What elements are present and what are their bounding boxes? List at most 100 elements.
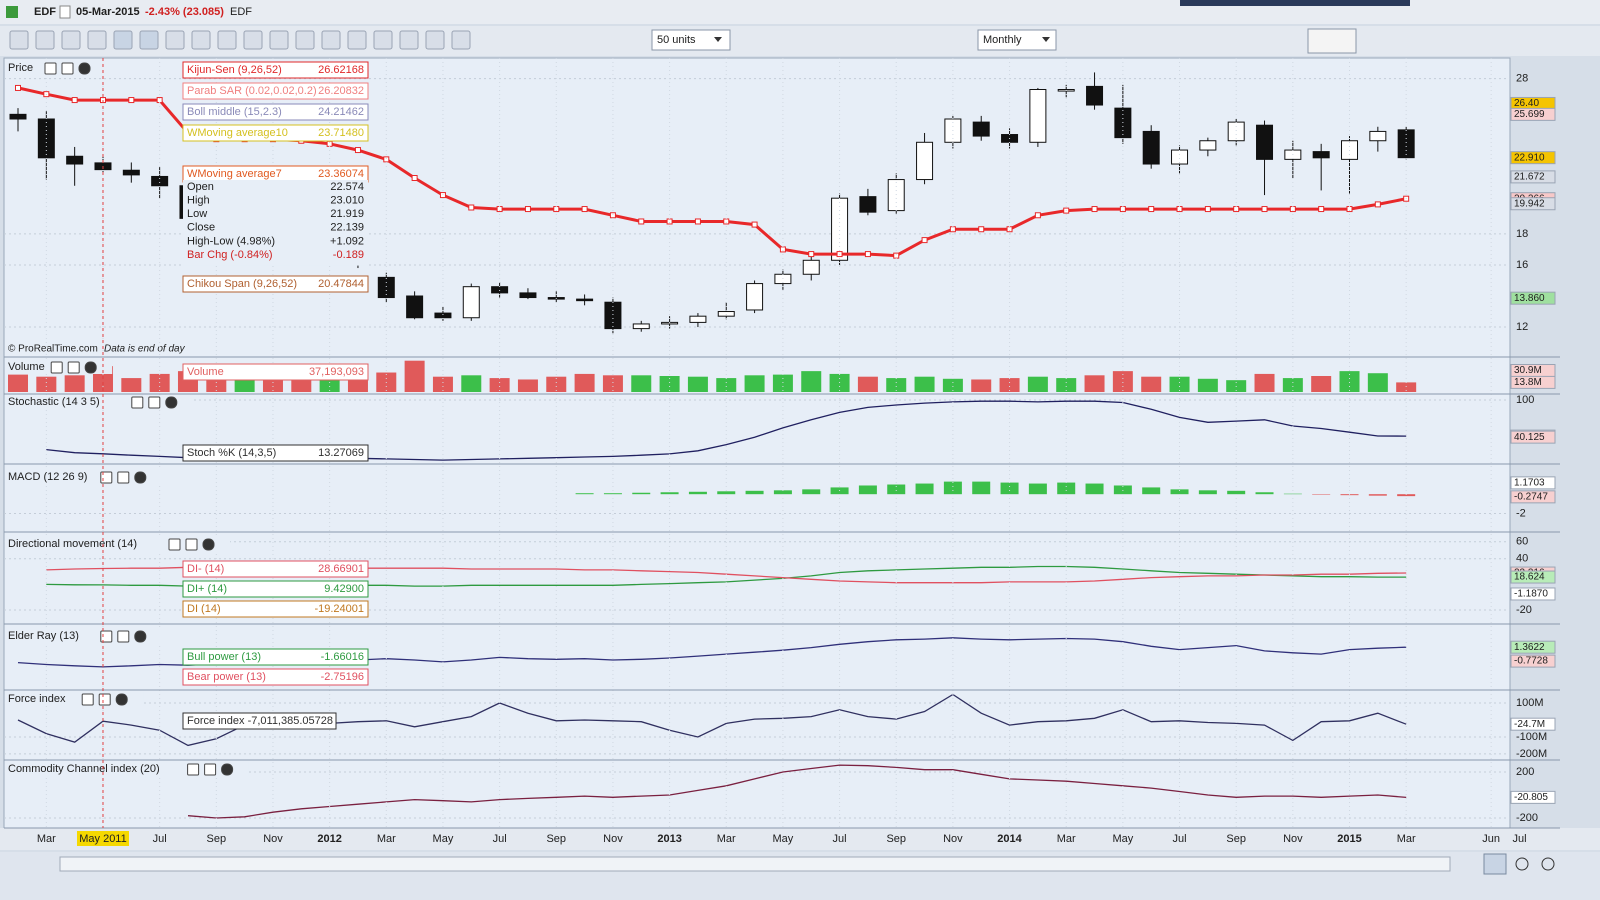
panel-button[interactable]	[61, 62, 74, 75]
panel-button[interactable]	[100, 471, 113, 484]
y-tick-label: -200	[1516, 812, 1538, 824]
zoom-out-button[interactable]	[1515, 857, 1529, 871]
tooltip-label: Open	[187, 181, 214, 193]
panel-button[interactable]	[67, 361, 80, 374]
legend-box	[182, 61, 369, 79]
legend-value: 20.47844	[318, 278, 364, 290]
line-point	[666, 218, 673, 225]
value-marker	[1510, 476, 1556, 490]
legend-value: 26.20832	[318, 85, 364, 97]
legend-name: Kijun-Sen (9,26,52)	[187, 64, 282, 76]
candle-body	[1256, 124, 1274, 160]
y-tick-label: -200M	[1516, 748, 1547, 760]
panel-button[interactable]	[84, 361, 97, 374]
line-point	[1204, 206, 1211, 213]
x-tick-label: Mar	[1057, 833, 1076, 845]
line-point	[893, 252, 900, 259]
value-marker-label: -1.1870	[1514, 589, 1548, 600]
panel-button[interactable]	[134, 630, 147, 643]
value-marker-label: 40.125	[1514, 432, 1545, 443]
macd-bar	[915, 483, 934, 495]
macd-bar	[887, 484, 906, 495]
panel-button[interactable]	[50, 361, 63, 374]
panel-button[interactable]	[221, 763, 234, 776]
tool-button[interactable]	[35, 30, 55, 50]
x-tick-label: Nov	[603, 833, 623, 845]
tool-button[interactable]	[451, 30, 471, 50]
panel-button[interactable]	[134, 471, 147, 484]
tool-button[interactable]	[269, 30, 289, 50]
line-point	[694, 218, 701, 225]
panel-button[interactable]	[115, 693, 128, 706]
candle-body	[717, 311, 735, 317]
x-tick-label: Jul	[1512, 833, 1526, 845]
y-tick-label: -2	[1516, 507, 1526, 519]
indicator-line	[187, 764, 1407, 819]
candle-body	[802, 259, 820, 275]
tool-button[interactable]	[295, 30, 315, 50]
period-select[interactable]	[977, 29, 1057, 51]
macd-bar	[1057, 482, 1076, 495]
panel-button[interactable]	[81, 693, 94, 706]
panel-button[interactable]	[202, 538, 215, 551]
line-point	[723, 218, 730, 225]
tool-button[interactable]	[139, 30, 159, 50]
panel-button[interactable]	[165, 396, 178, 409]
panel-title: Directional movement (14)	[8, 538, 137, 550]
tool-button[interactable]	[9, 30, 29, 50]
tool-button[interactable]	[373, 30, 393, 50]
value-marker-label: 13.860	[1514, 293, 1545, 304]
tool-button[interactable]	[217, 30, 237, 50]
macd-bar	[1085, 483, 1104, 495]
line-point	[1318, 206, 1325, 213]
tool-button[interactable]	[165, 30, 185, 50]
candle-body	[576, 298, 594, 302]
candle-body	[1227, 121, 1245, 142]
volume-bar	[36, 376, 57, 392]
info-icon[interactable]	[59, 5, 71, 19]
tool-button[interactable]	[347, 30, 367, 50]
legend-name: Parab SAR (0.02,0.02,0.2)	[187, 85, 317, 97]
line-point	[864, 251, 871, 258]
panel-button[interactable]	[204, 763, 217, 776]
candle-body	[972, 121, 990, 137]
volume-bar	[687, 376, 708, 392]
panel-button[interactable]	[185, 538, 198, 551]
zoom-in-button[interactable]	[1541, 857, 1555, 871]
panel-button[interactable]	[168, 538, 181, 551]
tool-button[interactable]	[425, 30, 445, 50]
value-marker-label: 1.3622	[1514, 642, 1545, 653]
units-select[interactable]	[651, 29, 731, 51]
y-tick-label: 100M	[1516, 697, 1544, 709]
candle-body	[689, 315, 707, 323]
volume-bar	[1169, 376, 1190, 392]
panel-button[interactable]	[187, 763, 200, 776]
line-point	[439, 192, 446, 199]
macd-bar	[745, 490, 764, 495]
x-tick-label: May 2011	[79, 833, 127, 845]
tool-button[interactable]	[113, 30, 133, 50]
value-marker	[1510, 107, 1556, 121]
scrollbar[interactable]	[59, 856, 1451, 872]
value-marker-label: 26.40	[1514, 98, 1539, 109]
panel-button[interactable]	[131, 396, 144, 409]
chart-type-button[interactable]	[1307, 28, 1357, 54]
panel-button[interactable]	[117, 471, 130, 484]
instrument-name: EDF	[230, 6, 252, 18]
tool-button[interactable]	[321, 30, 341, 50]
tool-button[interactable]	[399, 30, 419, 50]
tool-button[interactable]	[243, 30, 263, 50]
candle-body	[859, 196, 877, 213]
panel-button[interactable]	[44, 62, 57, 75]
tool-button[interactable]	[61, 30, 81, 50]
tool-button[interactable]	[87, 30, 107, 50]
zoom-button[interactable]	[1483, 853, 1507, 875]
panel-button[interactable]	[78, 62, 91, 75]
panel-button[interactable]	[148, 396, 161, 409]
panel-button[interactable]	[98, 693, 111, 706]
panel-button[interactable]	[117, 630, 130, 643]
panel-button[interactable]	[100, 630, 113, 643]
macd-bar	[802, 489, 821, 495]
tool-button[interactable]	[191, 30, 211, 50]
macd-bar	[1397, 494, 1416, 497]
